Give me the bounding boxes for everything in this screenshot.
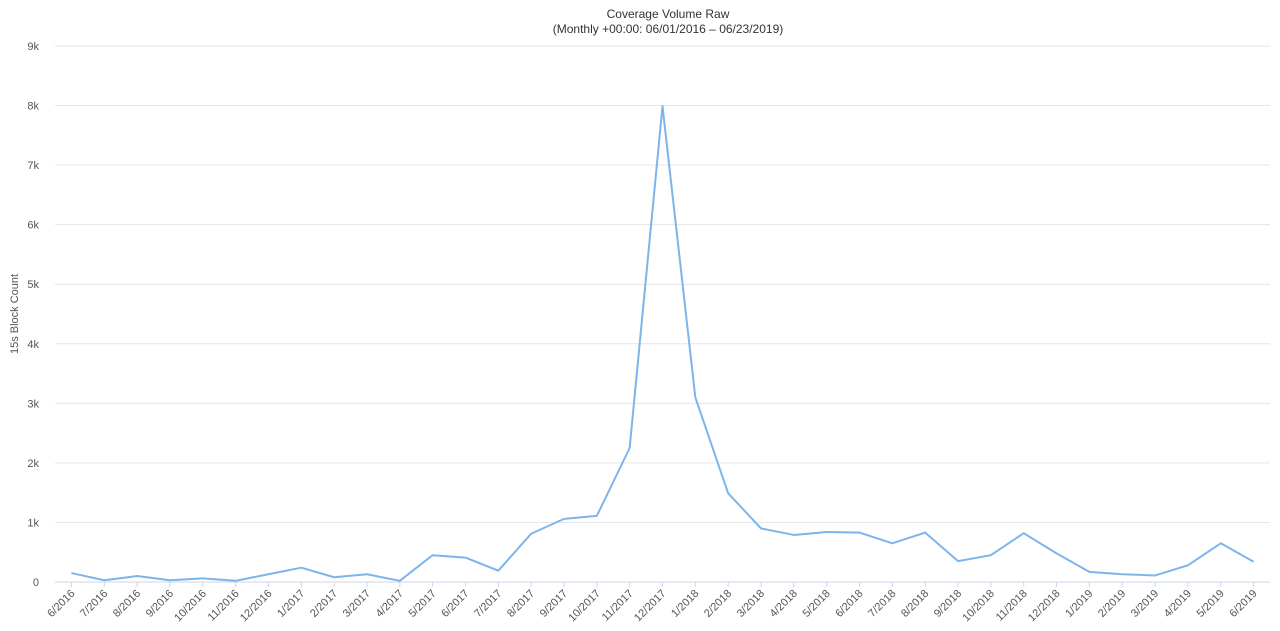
x-tick-label: 2/2018	[702, 588, 734, 620]
x-tick-label: 2/2017	[308, 588, 340, 620]
x-tick-label: 5/2018	[801, 588, 833, 620]
x-tick-label: 7/2016	[78, 588, 110, 620]
y-tick-label: 1k	[27, 517, 39, 529]
x-tick-label: 6/2017	[439, 588, 471, 620]
y-axis-label: 15s Block Count	[9, 274, 21, 354]
x-tick-label: 8/2018	[899, 588, 931, 620]
x-tick-label: 11/2017	[600, 588, 636, 624]
x-tick-label: 12/2018	[1026, 588, 1063, 625]
x-tick-label: 9/2016	[144, 588, 176, 620]
y-tick-label: 7k	[27, 160, 39, 172]
x-tick-label: 3/2018	[735, 588, 767, 620]
x-tick-label: 3/2017	[341, 588, 373, 620]
x-tick-label: 1/2018	[669, 588, 701, 620]
x-tick-label: 12/2016	[238, 588, 275, 625]
x-tick-label: 7/2018	[866, 588, 898, 620]
x-tick-label: 9/2018	[932, 588, 964, 620]
x-tick-label: 10/2018	[960, 588, 997, 625]
chart-title: Coverage Volume Raw	[607, 7, 730, 21]
x-tick-label: 7/2017	[472, 588, 504, 620]
x-tick-label: 11/2016	[206, 588, 242, 624]
y-tick-label: 9k	[27, 41, 39, 53]
y-tick-label: 5k	[27, 279, 39, 291]
x-tick-label: 4/2017	[374, 588, 406, 620]
x-tick-label: 9/2017	[538, 588, 570, 620]
x-tick-label: 12/2017	[632, 588, 669, 625]
x-tick-label: 4/2019	[1162, 588, 1194, 620]
x-tick-label: 10/2016	[172, 588, 209, 625]
x-tick-label: 6/2019	[1227, 588, 1259, 620]
x-tick-label: 4/2018	[768, 588, 800, 620]
y-tick-label: 2k	[27, 458, 39, 470]
y-tick-label: 4k	[27, 339, 39, 351]
x-tick-label: 3/2019	[1129, 588, 1161, 620]
x-tick-label: 8/2016	[111, 588, 143, 620]
x-tick-label: 2/2019	[1096, 588, 1128, 620]
line-series	[71, 105, 1255, 582]
x-tick-label: 6/2018	[833, 588, 865, 620]
y-tick-label: 8k	[27, 101, 39, 113]
x-tick-label: 6/2016	[45, 588, 77, 620]
x-tick-label: 8/2017	[505, 588, 537, 620]
x-tick-label: 5/2019	[1195, 588, 1227, 620]
x-tick-label: 5/2017	[406, 588, 438, 620]
x-tick-label: 10/2017	[566, 588, 603, 625]
y-tick-label: 6k	[27, 220, 39, 232]
x-tick-label: 1/2019	[1063, 588, 1095, 620]
y-tick-label: 3k	[27, 398, 39, 410]
x-tick-label: 11/2018	[994, 588, 1030, 624]
x-tick-label: 1/2017	[275, 588, 307, 620]
y-tick-label: 0	[33, 577, 39, 589]
chart-subtitle: (Monthly +00:00: 06/01/2016 – 06/23/2019…	[553, 22, 784, 36]
